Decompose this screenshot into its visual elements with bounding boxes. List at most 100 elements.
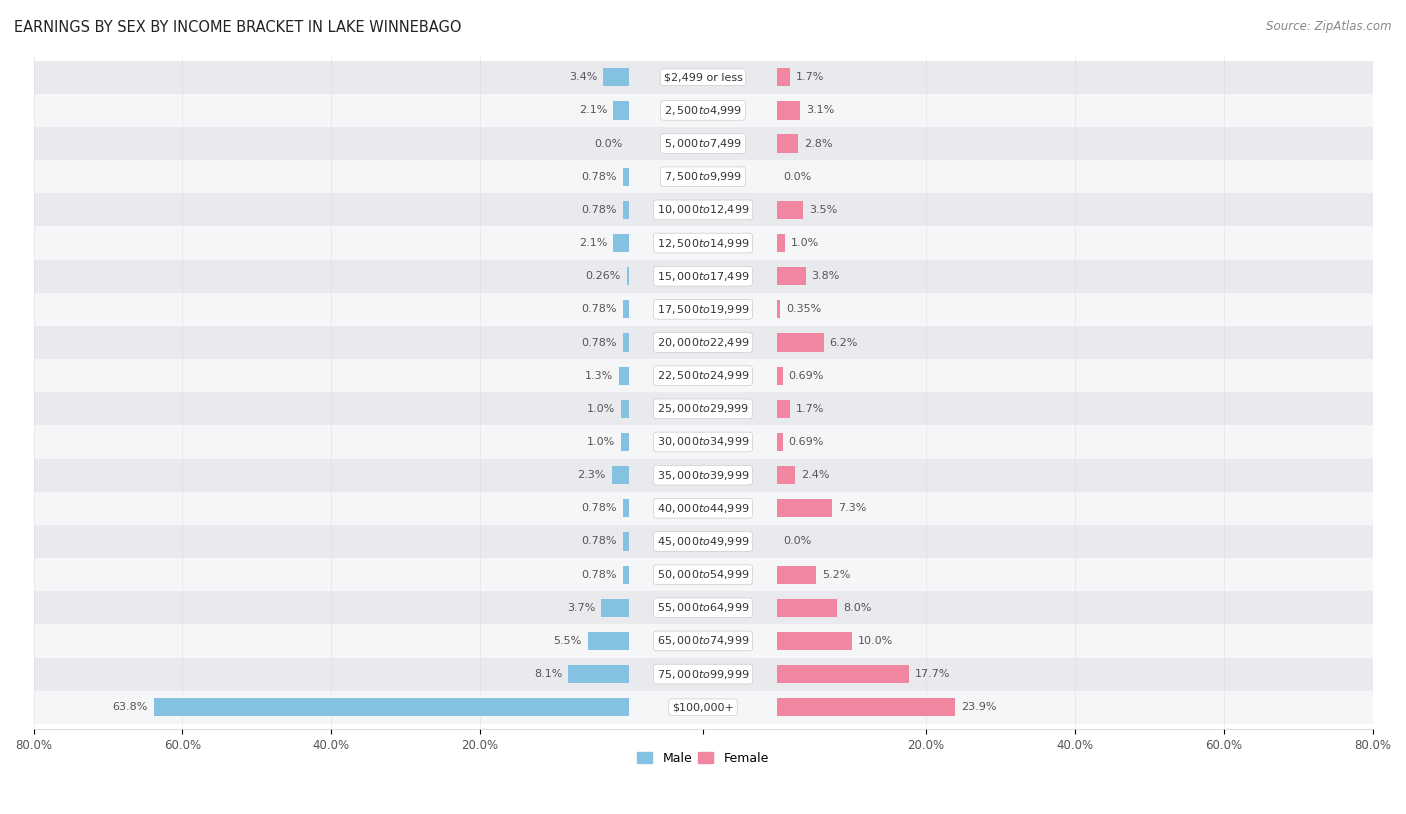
Bar — [34, 392, 1372, 426]
Text: 0.69%: 0.69% — [789, 370, 824, 381]
Bar — [602, 598, 628, 617]
Bar — [613, 101, 628, 120]
Text: 8.1%: 8.1% — [534, 669, 562, 679]
Text: $25,000 to $29,999: $25,000 to $29,999 — [657, 402, 749, 415]
Bar — [613, 234, 628, 252]
Text: $15,000 to $17,499: $15,000 to $17,499 — [657, 269, 749, 282]
Bar — [623, 566, 628, 584]
Text: Source: ZipAtlas.com: Source: ZipAtlas.com — [1267, 20, 1392, 33]
Legend: Male, Female: Male, Female — [633, 746, 773, 770]
Bar — [623, 300, 628, 318]
Bar — [612, 466, 628, 484]
Text: $2,500 to $4,999: $2,500 to $4,999 — [664, 104, 742, 117]
Text: $50,000 to $54,999: $50,000 to $54,999 — [657, 568, 749, 581]
Text: 8.0%: 8.0% — [842, 603, 872, 613]
Text: $65,000 to $74,999: $65,000 to $74,999 — [657, 634, 749, 647]
Bar — [34, 226, 1372, 260]
Bar — [778, 234, 785, 252]
Bar — [778, 400, 790, 418]
Text: 1.0%: 1.0% — [586, 404, 616, 414]
Bar — [34, 426, 1372, 458]
Bar — [34, 492, 1372, 525]
Text: 3.4%: 3.4% — [569, 72, 598, 82]
Text: 0.69%: 0.69% — [789, 437, 824, 447]
Text: 0.78%: 0.78% — [581, 172, 617, 182]
Text: 1.3%: 1.3% — [585, 370, 613, 381]
Bar — [34, 326, 1372, 359]
Text: 10.0%: 10.0% — [858, 636, 893, 646]
Text: 0.78%: 0.78% — [581, 536, 617, 546]
Text: 3.7%: 3.7% — [567, 603, 595, 613]
Text: $22,500 to $24,999: $22,500 to $24,999 — [657, 370, 749, 383]
Text: 3.5%: 3.5% — [810, 205, 838, 215]
Bar — [623, 334, 628, 352]
Bar — [155, 698, 628, 716]
Bar — [34, 260, 1372, 293]
Text: 1.0%: 1.0% — [790, 238, 820, 248]
Bar — [34, 293, 1372, 326]
Text: 0.78%: 0.78% — [581, 304, 617, 314]
Text: 5.5%: 5.5% — [554, 636, 582, 646]
Bar — [34, 94, 1372, 127]
Bar — [568, 665, 628, 683]
Text: $30,000 to $34,999: $30,000 to $34,999 — [657, 435, 749, 449]
Bar — [778, 366, 783, 385]
Text: $55,000 to $64,999: $55,000 to $64,999 — [657, 602, 749, 615]
Bar — [778, 334, 824, 352]
Text: 0.78%: 0.78% — [581, 570, 617, 580]
Text: $45,000 to $49,999: $45,000 to $49,999 — [657, 535, 749, 548]
Bar — [34, 61, 1372, 94]
Bar — [627, 267, 628, 286]
Bar — [778, 499, 832, 518]
Bar — [34, 658, 1372, 691]
Text: 1.7%: 1.7% — [796, 404, 824, 414]
Text: 1.7%: 1.7% — [796, 72, 824, 82]
Bar — [778, 300, 780, 318]
Bar — [778, 466, 796, 484]
Text: 3.8%: 3.8% — [811, 271, 839, 281]
Bar — [778, 665, 910, 683]
Text: $17,500 to $19,999: $17,500 to $19,999 — [657, 303, 749, 316]
Text: $100,000+: $100,000+ — [672, 702, 734, 712]
Text: $10,000 to $12,499: $10,000 to $12,499 — [657, 204, 749, 217]
Text: 0.26%: 0.26% — [585, 271, 620, 281]
Bar — [34, 458, 1372, 492]
Text: 2.4%: 2.4% — [801, 470, 830, 480]
Text: 63.8%: 63.8% — [112, 702, 148, 712]
Bar — [619, 366, 628, 385]
Text: 2.3%: 2.3% — [578, 470, 606, 480]
Bar — [621, 400, 628, 418]
Bar — [623, 168, 628, 186]
Bar — [588, 632, 628, 650]
Bar — [623, 201, 628, 219]
Text: 5.2%: 5.2% — [823, 570, 851, 580]
Bar — [778, 433, 783, 451]
Text: 0.0%: 0.0% — [595, 138, 623, 149]
Text: 0.35%: 0.35% — [786, 304, 821, 314]
Text: $35,000 to $39,999: $35,000 to $39,999 — [657, 469, 749, 482]
Text: 7.3%: 7.3% — [838, 503, 866, 514]
Bar — [778, 134, 799, 153]
Text: $12,500 to $14,999: $12,500 to $14,999 — [657, 237, 749, 250]
Bar — [34, 359, 1372, 392]
Text: 2.8%: 2.8% — [804, 138, 832, 149]
Text: 1.0%: 1.0% — [586, 437, 616, 447]
Bar — [623, 499, 628, 518]
Bar — [34, 160, 1372, 193]
Bar — [778, 566, 815, 584]
Bar — [778, 201, 803, 219]
Text: 0.78%: 0.78% — [581, 503, 617, 514]
Bar — [34, 624, 1372, 658]
Text: 2.1%: 2.1% — [579, 238, 607, 248]
Text: $5,000 to $7,499: $5,000 to $7,499 — [664, 137, 742, 150]
Bar — [34, 193, 1372, 226]
Text: 23.9%: 23.9% — [962, 702, 997, 712]
Bar — [34, 558, 1372, 591]
Text: $2,499 or less: $2,499 or less — [664, 72, 742, 82]
Bar — [778, 598, 837, 617]
Text: $75,000 to $99,999: $75,000 to $99,999 — [657, 667, 749, 681]
Text: $7,500 to $9,999: $7,500 to $9,999 — [664, 170, 742, 183]
Bar — [623, 532, 628, 550]
Bar — [778, 101, 800, 120]
Text: 0.78%: 0.78% — [581, 205, 617, 215]
